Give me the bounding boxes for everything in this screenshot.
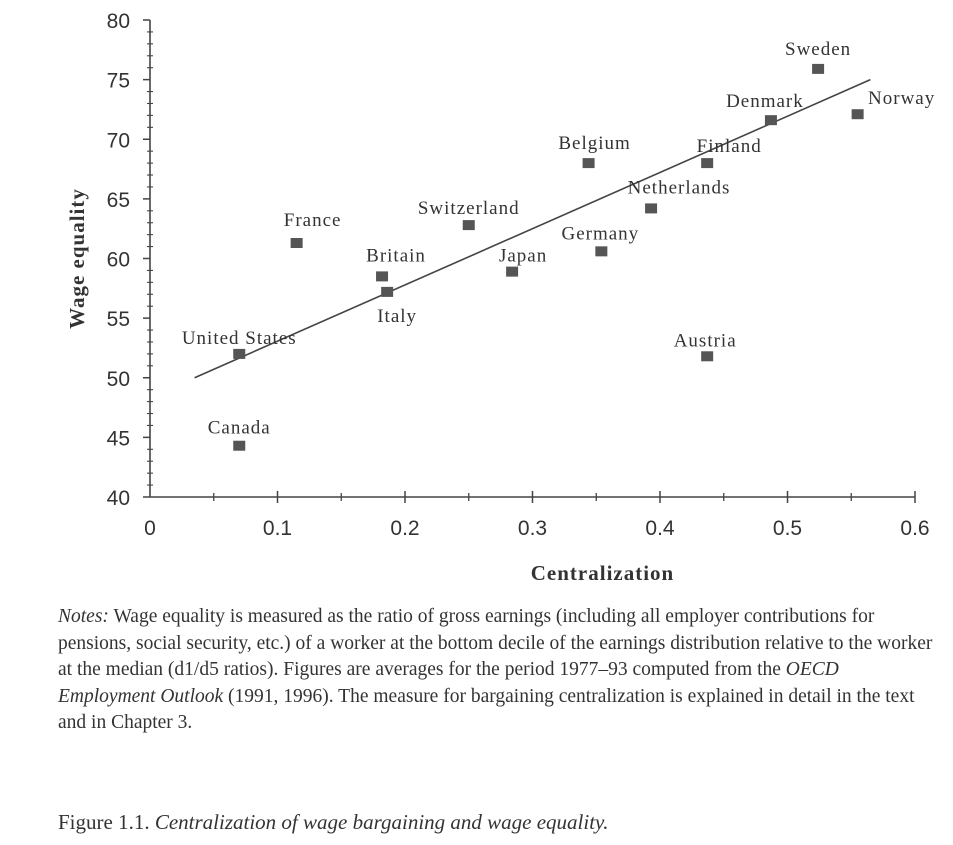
point-united-states	[233, 348, 246, 359]
point-switzerland	[462, 220, 475, 231]
notes-lead: Notes:	[58, 606, 109, 627]
point-france	[290, 237, 303, 248]
point-italy	[381, 286, 394, 297]
y-tick-label: 55	[107, 308, 130, 331]
point-label-germany: Germany	[561, 223, 639, 244]
y-tick-label: 45	[107, 427, 130, 450]
figure-caption: Figure 1.1. Centralization of wage barga…	[58, 810, 608, 835]
y-tick-label: 80	[107, 10, 130, 33]
trendline-group	[194, 78, 871, 379]
notes-text-after: (1991, 1996). The measure for bargaining…	[58, 685, 915, 734]
trendline	[194, 78, 871, 379]
notes-source-title: OECD Employment Outlook	[58, 659, 839, 707]
y-tick-label: 65	[107, 189, 130, 212]
caption-title: Centralization of wage bargaining and wa…	[154, 810, 609, 834]
point-label-united-states: United States	[182, 328, 297, 349]
y-tick-label: 40	[107, 487, 130, 510]
point-netherlands	[645, 203, 658, 214]
axes: 0 0.1 0.2 0.3 0.4 0.5 0.6 40 45 50 55 60 65 70 75 80	[107, 10, 930, 540]
y-tick-label: 75	[107, 70, 130, 93]
notes-text-before: Wage equality is measured as the ratio o…	[58, 606, 933, 680]
x-tick-label: 0.6	[900, 517, 929, 540]
x-tick-label: 0.5	[773, 517, 802, 540]
point-germany	[595, 246, 608, 257]
point-label-austria: Austria	[674, 330, 737, 351]
x-tick-label: 0.2	[390, 517, 419, 540]
point-austria	[701, 351, 714, 362]
x-tick-label: 0	[144, 517, 156, 540]
point-sweden	[812, 63, 825, 74]
point-label-canada: Canada	[208, 418, 271, 439]
y-tick-label: 60	[107, 249, 130, 272]
y-axis-title: Wage equality	[65, 188, 89, 329]
point-label-denmark: Denmark	[726, 91, 804, 112]
point-japan	[506, 266, 519, 277]
point-finland	[701, 158, 714, 169]
point-britain	[376, 271, 389, 282]
point-label-sweden: Sweden	[785, 39, 851, 60]
x-tick-label: 0.1	[263, 517, 292, 540]
point-label-finland: Finland	[697, 136, 762, 157]
scatter-chart: 0 0.1 0.2 0.3 0.4 0.5 0.6 40 45 50 55 60 65 70 75 80 Un…	[65, 10, 935, 585]
x-tick-label: 0.3	[518, 517, 547, 540]
figure-notes: Notes: Wage equality is measured as the …	[58, 604, 938, 737]
point-label-britain: Britain	[366, 245, 426, 266]
point-denmark	[764, 115, 777, 126]
caption-label: Figure 1.1.	[58, 810, 150, 834]
x-tick-label: 0.4	[645, 517, 675, 540]
point-norway	[851, 109, 864, 120]
point-label-norway: Norway	[868, 88, 935, 109]
point-label-france: France	[284, 210, 342, 231]
y-tick-label: 50	[107, 368, 130, 391]
points-group: United States Canada France Britain Italy Swi…	[182, 39, 935, 451]
point-label-italy: Italy	[377, 306, 417, 327]
y-tick-label: 70	[107, 129, 130, 152]
point-canada	[233, 440, 246, 451]
point-label-belgium: Belgium	[558, 133, 630, 154]
point-label-netherlands: Netherlands	[628, 177, 731, 198]
point-label-switzerland: Switzerland	[418, 198, 520, 219]
x-axis-title: Centralization	[531, 561, 674, 585]
point-label-japan: Japan	[499, 246, 547, 267]
point-belgium	[582, 158, 595, 169]
